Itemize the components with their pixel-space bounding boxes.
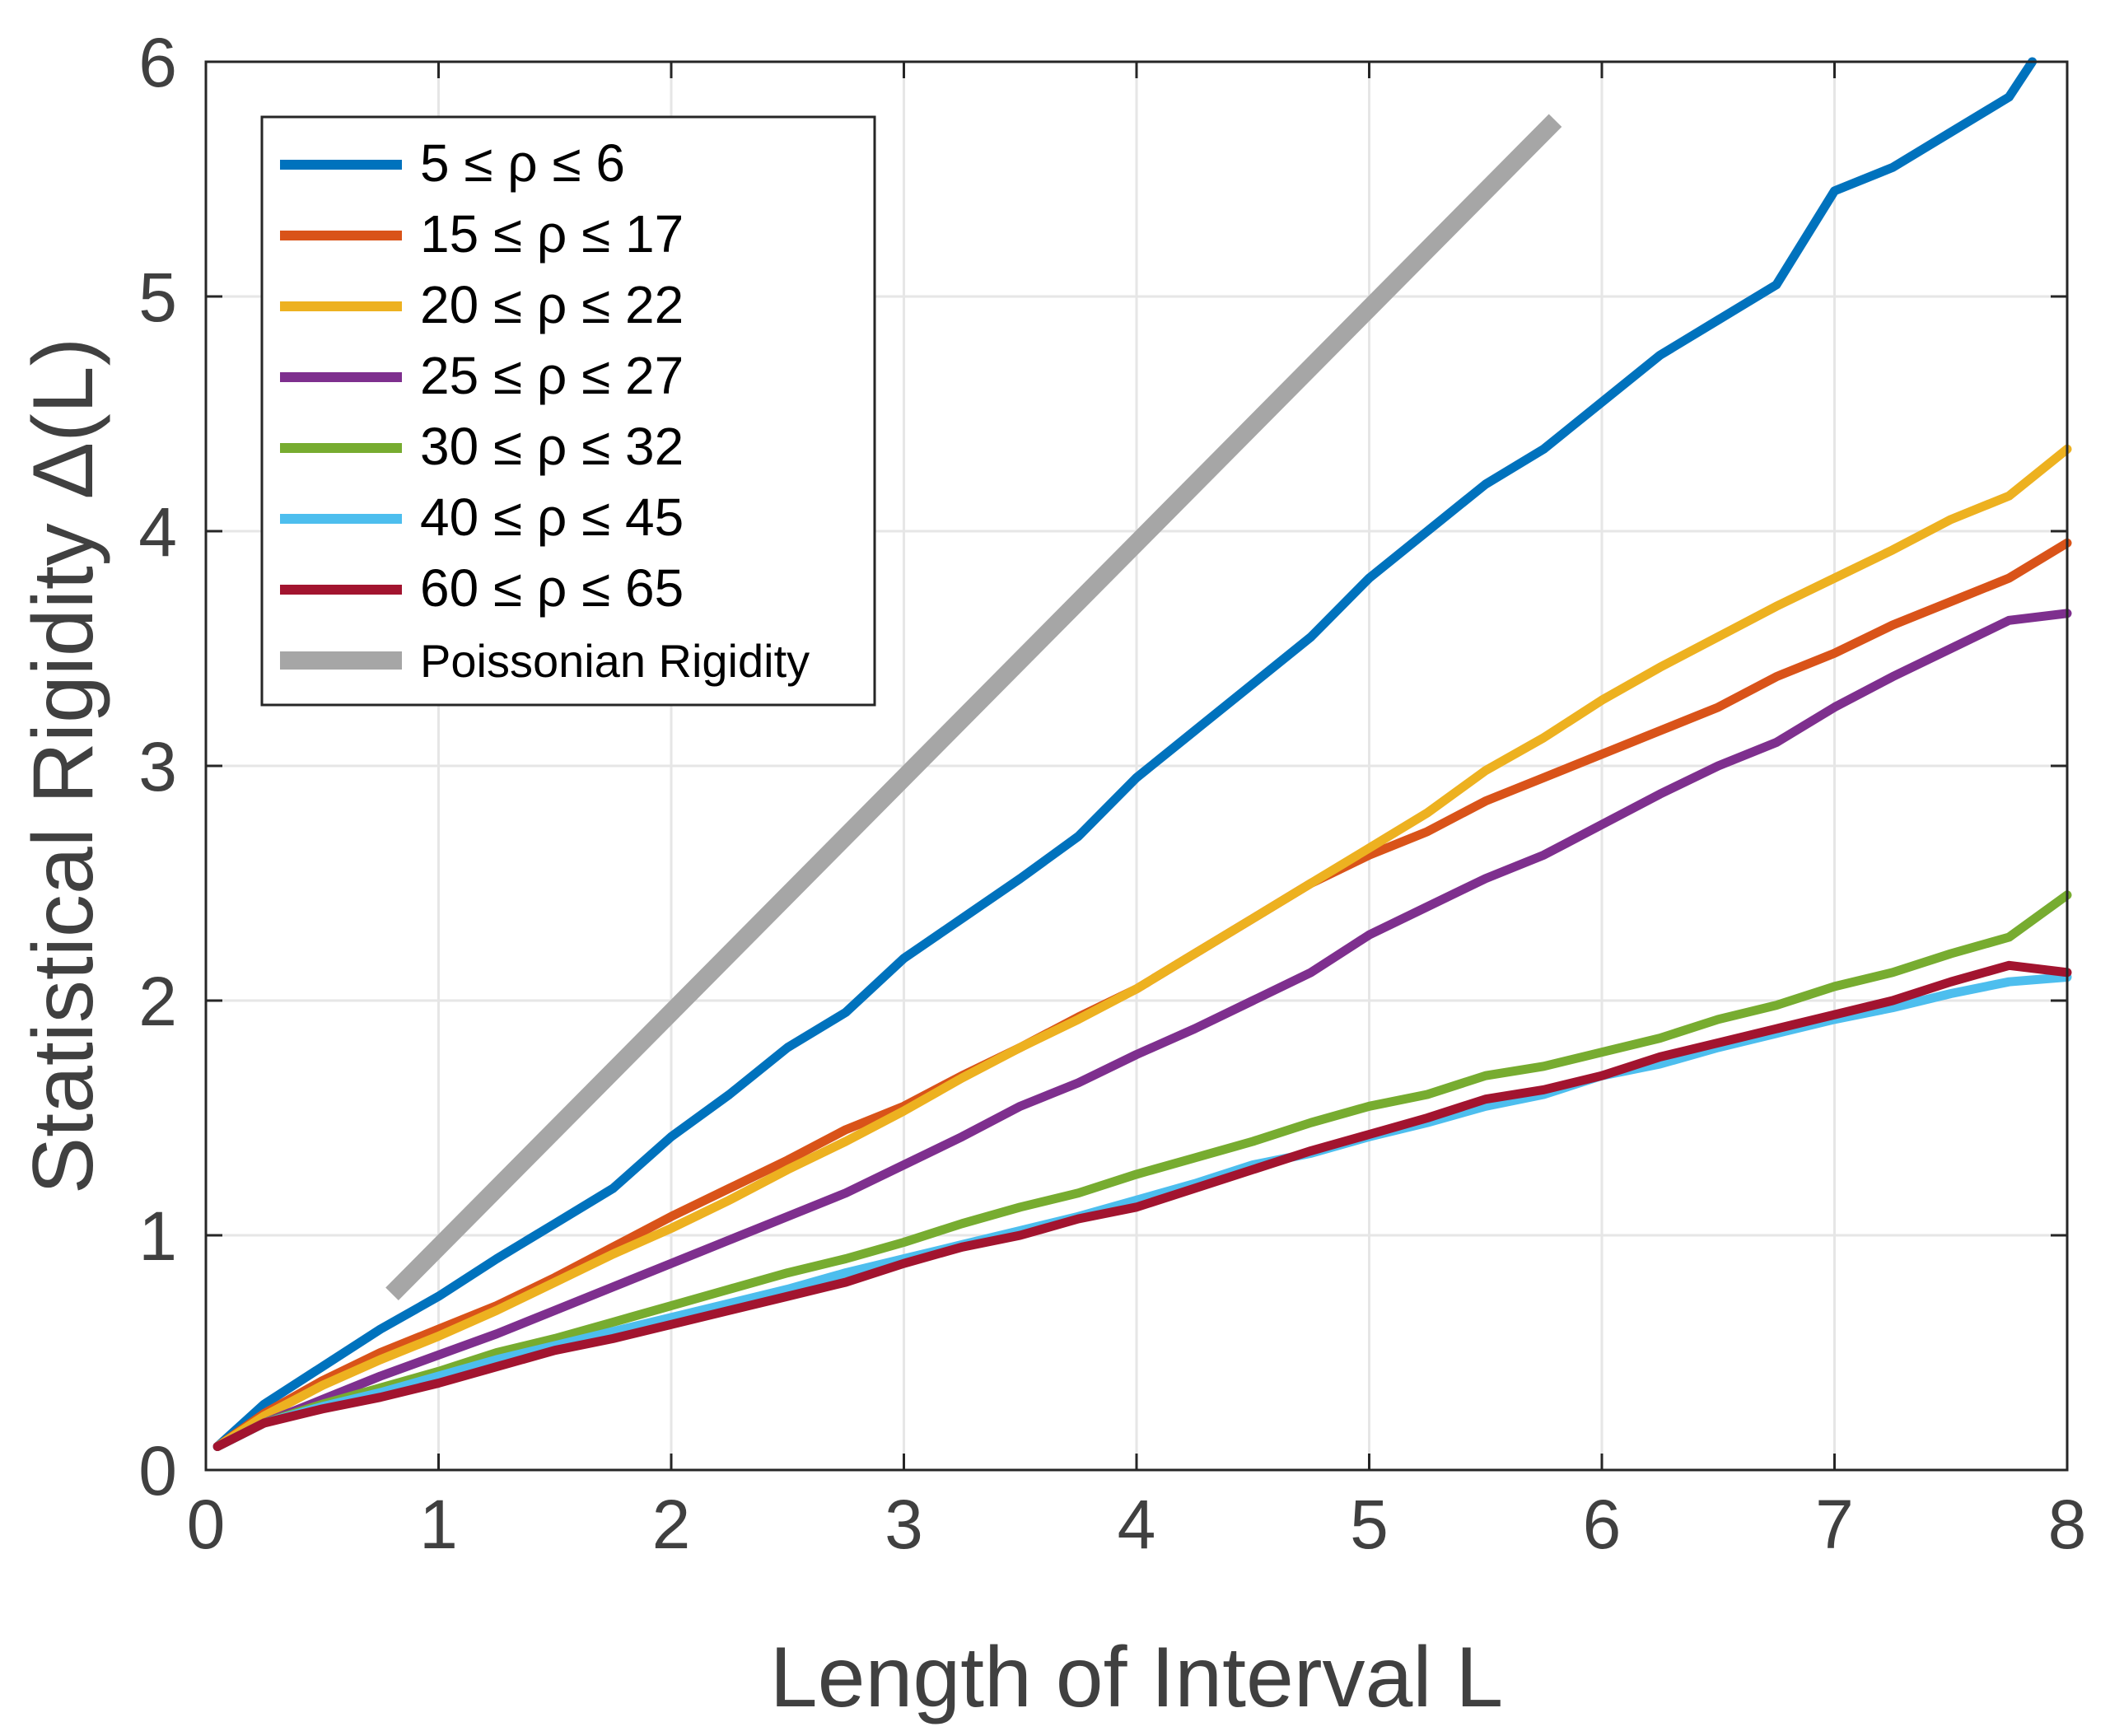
- series-line-5: [212, 973, 2072, 1451]
- x-axis-label: Length of Interval L: [770, 1630, 1503, 1725]
- series-line-4: [212, 890, 2072, 1451]
- series-line-6: [212, 960, 2072, 1451]
- x-tick-label: 3: [885, 1486, 923, 1563]
- y-tick-label: 2: [138, 963, 177, 1040]
- y-tick-label: 3: [138, 728, 177, 805]
- legend-label: 15 ≤ ρ ≤ 17: [420, 204, 684, 264]
- series-line-2: [212, 444, 2072, 1451]
- legend-label: Poissonian Rigidity: [420, 635, 810, 687]
- x-tick-label: 2: [652, 1486, 691, 1563]
- series-line-0: [212, 57, 2038, 1451]
- legend-label: 5 ≤ ρ ≤ 6: [420, 133, 625, 193]
- y-tick-label: 0: [138, 1432, 177, 1510]
- series-lines: [212, 57, 2072, 1451]
- legend-label: 60 ≤ ρ ≤ 65: [420, 558, 684, 618]
- legend-label: 40 ≤ ρ ≤ 45: [420, 488, 684, 547]
- y-axis-label: Statistical Rigidity Δ(L): [16, 338, 111, 1194]
- axis-ticks: 0 1 2 3 4 5 6 7 8 0 1 2 3 4 5 6: [138, 24, 2086, 1563]
- legend-box: [260, 115, 876, 707]
- x-tick-label: 5: [1350, 1486, 1389, 1563]
- series-line-3: [212, 609, 2072, 1451]
- x-tick-label: 4: [1118, 1486, 1156, 1563]
- x-tick-label: 1: [419, 1486, 458, 1563]
- x-tick-label: 8: [2048, 1486, 2087, 1563]
- legend-label: 30 ≤ ρ ≤ 32: [420, 417, 684, 476]
- series-line-7: [385, 114, 1562, 1301]
- legend: 5 ≤ ρ ≤ 6 15 ≤ ρ ≤ 17 20 ≤ ρ ≤ 22 25 ≤ ρ ≤ …: [260, 115, 876, 707]
- y-tick-label: 4: [138, 493, 177, 571]
- x-tick-label: 7: [1815, 1486, 1854, 1563]
- y-tick-label: 1: [138, 1197, 177, 1275]
- x-tick-label: 6: [1583, 1486, 1622, 1563]
- y-tick-label: 6: [138, 24, 177, 101]
- y-tick-label: 5: [138, 259, 177, 336]
- legend-label: 25 ≤ ρ ≤ 27: [420, 346, 684, 405]
- legend-label: 20 ≤ ρ ≤ 22: [420, 275, 684, 334]
- x-tick-label: 0: [187, 1486, 226, 1563]
